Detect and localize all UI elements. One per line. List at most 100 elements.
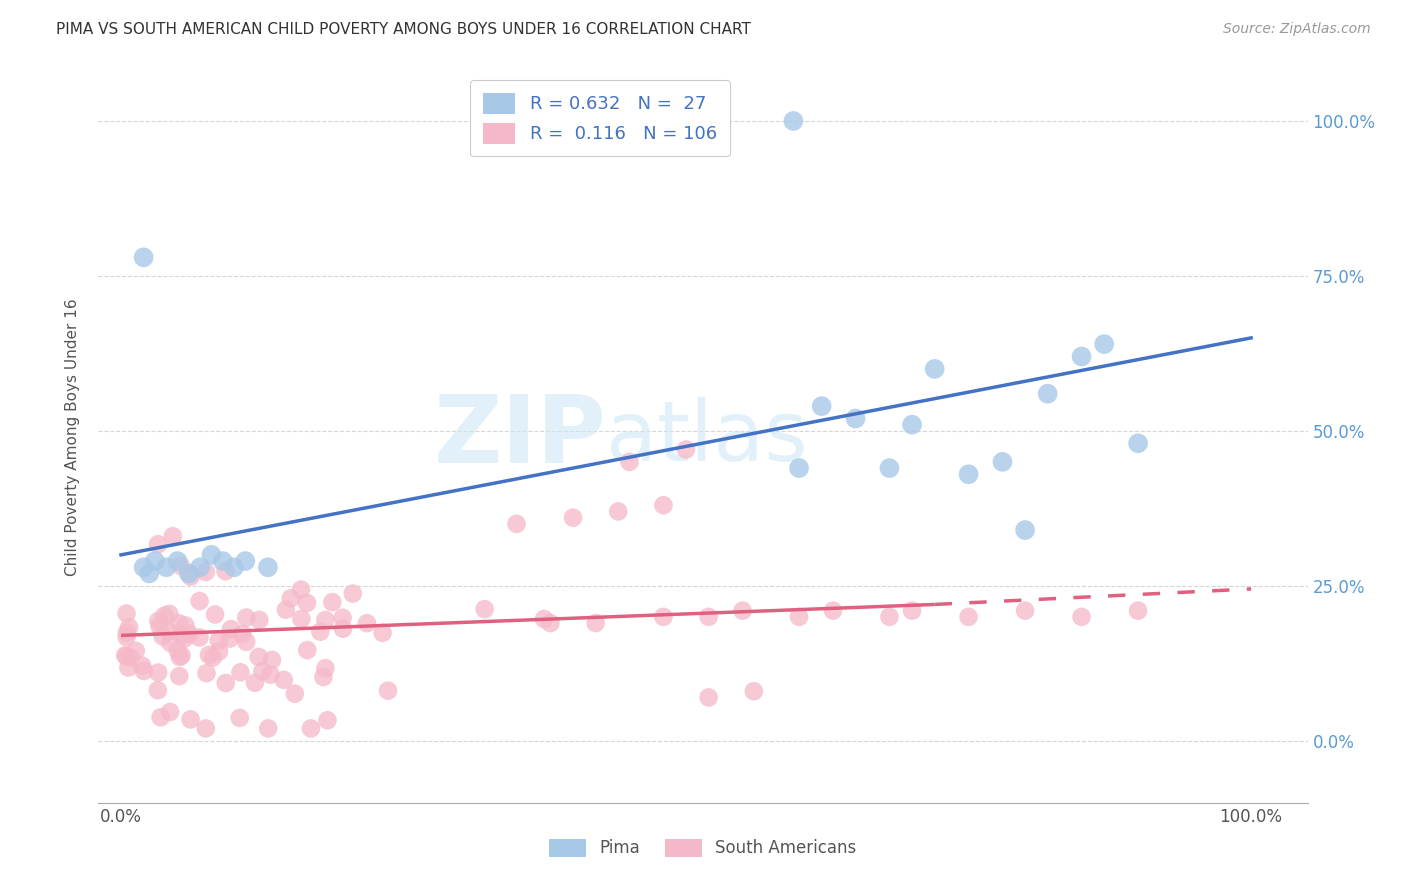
Point xyxy=(259,667,281,681)
Point xyxy=(243,675,266,690)
Point xyxy=(170,628,193,642)
Point xyxy=(235,610,257,624)
Point xyxy=(138,566,160,581)
Point xyxy=(218,632,240,646)
Point xyxy=(356,616,378,631)
Point xyxy=(845,411,868,425)
Point xyxy=(697,610,720,624)
Point xyxy=(162,529,184,543)
Point xyxy=(252,665,274,679)
Point xyxy=(1126,604,1149,618)
Point xyxy=(115,625,138,640)
Point xyxy=(332,611,354,625)
Point xyxy=(131,658,153,673)
Y-axis label: Child Poverty Among Boys Under 16: Child Poverty Among Boys Under 16 xyxy=(65,298,80,576)
Point xyxy=(177,566,200,581)
Point xyxy=(260,653,283,667)
Point xyxy=(787,610,810,624)
Point xyxy=(1014,604,1036,618)
Point xyxy=(159,636,181,650)
Point xyxy=(166,554,188,568)
Point xyxy=(742,684,765,698)
Point xyxy=(821,604,844,618)
Point xyxy=(146,537,169,551)
Point xyxy=(194,565,217,579)
Point xyxy=(314,661,336,675)
Point xyxy=(295,596,318,610)
Point xyxy=(782,114,804,128)
Point xyxy=(235,635,257,649)
Point xyxy=(143,554,166,568)
Point xyxy=(115,630,138,644)
Text: atlas: atlas xyxy=(606,397,808,477)
Point xyxy=(314,613,336,627)
Point xyxy=(284,687,307,701)
Point xyxy=(170,648,193,663)
Point xyxy=(153,608,176,623)
Point xyxy=(201,650,224,665)
Point xyxy=(810,399,832,413)
Point xyxy=(167,616,190,631)
Point xyxy=(155,560,177,574)
Point xyxy=(1070,350,1092,364)
Point xyxy=(118,620,141,634)
Point xyxy=(157,624,180,639)
Point xyxy=(215,676,238,690)
Point xyxy=(371,625,394,640)
Point xyxy=(957,467,980,482)
Point xyxy=(1092,337,1115,351)
Point xyxy=(157,607,180,621)
Point xyxy=(652,610,675,624)
Point xyxy=(166,643,188,657)
Point xyxy=(257,560,280,574)
Point xyxy=(1014,523,1036,537)
Point xyxy=(208,633,231,648)
Point xyxy=(179,626,201,640)
Point xyxy=(219,622,242,636)
Point xyxy=(214,564,236,578)
Point xyxy=(211,554,233,568)
Point xyxy=(652,498,675,512)
Point xyxy=(198,648,221,662)
Point xyxy=(321,595,343,609)
Point xyxy=(200,548,222,562)
Point xyxy=(159,705,181,719)
Point xyxy=(299,722,322,736)
Point xyxy=(957,610,980,624)
Point xyxy=(1126,436,1149,450)
Text: Source: ZipAtlas.com: Source: ZipAtlas.com xyxy=(1223,22,1371,37)
Point xyxy=(152,629,174,643)
Point xyxy=(879,610,901,624)
Point xyxy=(342,586,364,600)
Point xyxy=(149,710,172,724)
Point xyxy=(787,461,810,475)
Point xyxy=(607,504,630,518)
Point xyxy=(148,619,170,633)
Point xyxy=(924,362,946,376)
Point xyxy=(562,510,585,524)
Point xyxy=(208,644,231,658)
Point xyxy=(170,558,193,573)
Point xyxy=(273,673,295,687)
Point xyxy=(247,613,270,627)
Point xyxy=(332,622,354,636)
Point xyxy=(257,722,280,736)
Point xyxy=(120,650,142,665)
Point xyxy=(901,417,924,432)
Point xyxy=(377,683,399,698)
Point xyxy=(146,683,169,698)
Text: PIMA VS SOUTH AMERICAN CHILD POVERTY AMONG BOYS UNDER 16 CORRELATION CHART: PIMA VS SOUTH AMERICAN CHILD POVERTY AMO… xyxy=(56,22,751,37)
Point xyxy=(146,665,169,680)
Point xyxy=(1036,386,1059,401)
Point xyxy=(174,632,197,646)
Point xyxy=(290,612,312,626)
Point xyxy=(115,649,138,664)
Point xyxy=(231,627,253,641)
Point xyxy=(180,713,202,727)
Point xyxy=(188,631,211,645)
Point xyxy=(132,560,155,574)
Point xyxy=(229,665,252,680)
Point xyxy=(731,604,754,618)
Point xyxy=(117,660,139,674)
Point xyxy=(195,666,218,681)
